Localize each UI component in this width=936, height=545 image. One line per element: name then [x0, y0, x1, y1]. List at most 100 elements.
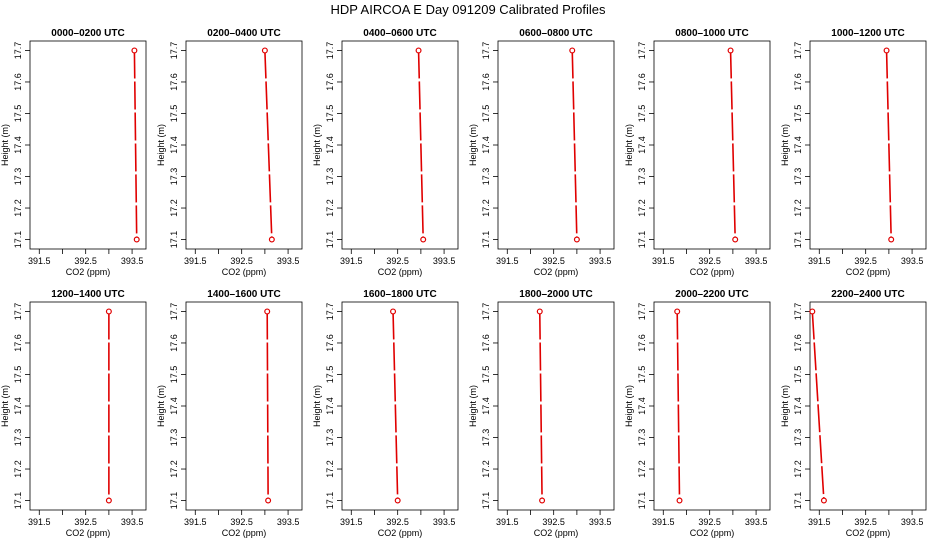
- profile-line: [538, 311, 543, 501]
- y-tick-label: 17.2: [637, 199, 647, 217]
- y-tick-label: 17.5: [481, 366, 491, 384]
- figure-title: HDP AIRCOA E Day 091209 Calibrated Profi…: [330, 2, 606, 17]
- panel-10: 1800–2000 UTC 391.5 392.5 393.5 17.1 17.2 17.3…: [468, 289, 615, 538]
- y-tick-label: 17.6: [481, 73, 491, 91]
- y-tick-label: 17.2: [325, 460, 335, 478]
- profile-line: [133, 50, 138, 240]
- y-tick-label: 17.3: [169, 429, 179, 447]
- y-tick-label: 17.1: [793, 231, 803, 249]
- x-tick-label: 392.5: [854, 517, 877, 527]
- y-tick-label: 17.4: [13, 136, 23, 154]
- y-tick-label: 17.1: [169, 231, 179, 249]
- profile-line: [417, 50, 424, 240]
- x-tick-label: 393.5: [901, 256, 924, 266]
- y-tick-label: 17.6: [169, 334, 179, 352]
- y-tick-label: 17.4: [481, 136, 491, 154]
- y-tick-label: 17.4: [793, 136, 803, 154]
- x-tick-label: 393.5: [901, 517, 924, 527]
- y-tick-label: 17.5: [793, 105, 803, 123]
- panel-4: 0600–0800 UTC 391.5 392.5 393.5 17.1 17.2 17.3…: [468, 28, 615, 277]
- y-tick-label: 17.1: [793, 492, 803, 510]
- y-tick-label: 17.7: [793, 303, 803, 321]
- plot-frame: [185, 40, 303, 250]
- panel-title: 2000–2200 UTC: [675, 289, 748, 300]
- y-axis-label: Height (m): [156, 385, 166, 427]
- data-point: [809, 308, 816, 315]
- x-axis-label: CO2 (ppm): [534, 528, 579, 538]
- y-tick-label: 17.1: [481, 492, 491, 510]
- x-tick-label: 391.5: [808, 256, 831, 266]
- panel-title: 0400–0600 UTC: [363, 28, 436, 39]
- profile-line: [729, 50, 736, 240]
- y-tick-label: 17.7: [325, 303, 335, 321]
- y-tick-label: 17.3: [481, 168, 491, 186]
- y-tick-label: 17.4: [169, 397, 179, 415]
- y-tick-label: 17.1: [169, 492, 179, 510]
- x-tick-label: 392.5: [698, 256, 721, 266]
- panel-1: 0000–0200 UTC 391.5 392.5 393.5 17.1 17.2 17.3…: [0, 28, 147, 277]
- x-tick-label: 393.5: [277, 517, 300, 527]
- x-axis-label: CO2 (ppm): [534, 267, 579, 277]
- y-tick-label: 17.4: [637, 136, 647, 154]
- y-tick-label: 17.1: [13, 492, 23, 510]
- data-point: [420, 236, 427, 243]
- y-tick-label: 17.3: [169, 168, 179, 186]
- panel-title: 0200–0400 UTC: [207, 28, 280, 39]
- plot-frame: [809, 301, 927, 511]
- profile-line: [266, 311, 269, 501]
- data-point: [539, 497, 546, 504]
- panel-title: 1600–1800 UTC: [363, 289, 436, 300]
- data-point: [105, 308, 112, 315]
- y-tick-label: 17.3: [13, 168, 23, 186]
- y-tick-label: 17.2: [325, 199, 335, 217]
- data-point: [105, 497, 112, 504]
- y-tick-label: 17.6: [793, 334, 803, 352]
- y-tick-label: 17.7: [325, 42, 335, 60]
- y-tick-label: 17.3: [637, 429, 647, 447]
- plot-frame: [497, 301, 615, 511]
- panel-title: 0600–0800 UTC: [519, 28, 592, 39]
- y-tick-label: 17.2: [793, 460, 803, 478]
- x-axis-label: CO2 (ppm): [66, 267, 111, 277]
- x-axis-label: CO2 (ppm): [222, 267, 267, 277]
- data-point: [727, 47, 734, 54]
- chart-panels: 0000–0200 UTC 391.5 392.5 393.5 17.1 17.2 17.3…: [0, 28, 927, 538]
- profile-line: [571, 50, 578, 240]
- x-tick-label: 391.5: [808, 517, 831, 527]
- profile-line: [885, 50, 892, 240]
- x-tick-label: 393.5: [433, 256, 456, 266]
- y-axis-label: Height (m): [312, 385, 322, 427]
- data-point: [394, 497, 401, 504]
- y-tick-label: 17.1: [13, 231, 23, 249]
- panel-title: 1800–2000 UTC: [519, 289, 592, 300]
- plot-frame: [653, 301, 771, 511]
- y-tick-label: 17.6: [13, 73, 23, 91]
- y-tick-label: 17.6: [637, 73, 647, 91]
- panel-9: 1600–1800 UTC 391.5 392.5 393.5 17.1 17.2 17.3…: [312, 289, 459, 538]
- y-axis-label: Height (m): [624, 385, 634, 427]
- x-tick-label: 392.5: [542, 517, 565, 527]
- y-tick-label: 17.4: [325, 397, 335, 415]
- y-tick-label: 17.5: [637, 366, 647, 384]
- profile-line: [392, 311, 399, 501]
- data-point: [390, 308, 397, 315]
- panel-title: 1400–1600 UTC: [207, 289, 280, 300]
- x-axis-label: CO2 (ppm): [378, 528, 423, 538]
- y-tick-label: 17.7: [169, 303, 179, 321]
- y-tick-label: 17.3: [793, 168, 803, 186]
- x-tick-label: 392.5: [386, 256, 409, 266]
- data-point: [536, 308, 543, 315]
- panel-8: 1400–1600 UTC 391.5 392.5 393.5 17.1 17.2 17.3…: [156, 289, 303, 538]
- x-tick-label: 392.5: [542, 256, 565, 266]
- plot-frame: [185, 301, 303, 511]
- x-tick-label: 392.5: [74, 256, 97, 266]
- plot-frame: [29, 301, 147, 511]
- y-tick-label: 17.2: [13, 460, 23, 478]
- y-tick-label: 17.3: [13, 429, 23, 447]
- panel-title: 0000–0200 UTC: [51, 28, 124, 39]
- y-tick-label: 17.7: [13, 303, 23, 321]
- data-point: [676, 497, 683, 504]
- x-tick-label: 393.5: [589, 256, 612, 266]
